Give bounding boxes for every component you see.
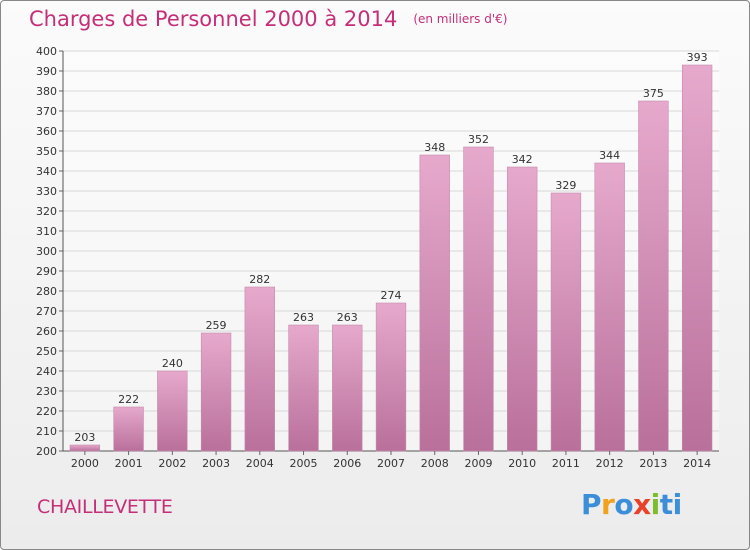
y-tick-label: 320 <box>36 205 57 218</box>
y-tick-label: 270 <box>36 305 57 318</box>
y-tick-label: 360 <box>36 125 57 138</box>
value-label-2013: 375 <box>643 87 664 100</box>
x-tick-label-2001: 2001 <box>115 457 143 470</box>
y-tick-label: 400 <box>36 45 57 58</box>
x-tick-label-2013: 2013 <box>639 457 667 470</box>
bar-2012 <box>594 162 625 452</box>
value-label-2014: 393 <box>687 51 708 64</box>
value-label-2003: 259 <box>206 319 227 332</box>
bar-2013 <box>638 100 669 452</box>
y-tick-label: 260 <box>36 325 57 338</box>
bar-2010 <box>507 166 538 452</box>
value-label-2002: 240 <box>162 357 183 370</box>
y-tick-label: 240 <box>36 365 57 378</box>
y-tick-label: 200 <box>36 445 57 458</box>
value-label-2000: 203 <box>74 431 95 444</box>
value-label-2005: 263 <box>293 311 314 324</box>
bar-2014 <box>681 64 713 452</box>
x-tick-label-2010: 2010 <box>508 457 536 470</box>
x-tick-label-2012: 2012 <box>596 457 624 470</box>
bar-2009 <box>463 146 494 452</box>
x-tick-label-2014: 2014 <box>683 457 711 470</box>
proxiti-logo: Proxiti <box>581 488 682 521</box>
bar-2006 <box>332 324 363 452</box>
value-label-2011: 329 <box>555 179 576 192</box>
x-tick-label-2003: 2003 <box>202 457 230 470</box>
value-label-2004: 282 <box>249 273 270 286</box>
x-tick-label-2009: 2009 <box>464 457 492 470</box>
y-tick-label: 230 <box>36 385 57 398</box>
x-tick-label-2008: 2008 <box>421 457 449 470</box>
y-tick-label: 310 <box>36 225 57 238</box>
y-tick-label: 370 <box>36 105 57 118</box>
bar-2005 <box>288 324 319 452</box>
value-label-2007: 274 <box>381 289 402 302</box>
bar-2002 <box>157 370 188 452</box>
value-label-2009: 352 <box>468 133 489 146</box>
x-tick-label-2007: 2007 <box>377 457 405 470</box>
y-tick-label: 210 <box>36 425 57 438</box>
y-tick-label: 390 <box>36 65 57 78</box>
bar-2003 <box>200 332 232 452</box>
x-tick-label-2004: 2004 <box>246 457 274 470</box>
chart-title-text: Charges de Personnel 2000 à 2014 <box>29 7 398 31</box>
value-label-2008: 348 <box>424 141 445 154</box>
bar-2008 <box>419 154 450 452</box>
bar-2000 <box>69 444 101 452</box>
y-tick-label: 350 <box>36 145 57 158</box>
value-label-2006: 263 <box>337 311 358 324</box>
x-tick-label-2006: 2006 <box>333 457 361 470</box>
bar-2011 <box>550 192 582 452</box>
y-tick-label: 300 <box>36 245 57 258</box>
y-tick-label: 220 <box>36 405 57 418</box>
value-label-2012: 344 <box>599 149 620 162</box>
y-tick-label: 340 <box>36 165 57 178</box>
bar-2007 <box>375 302 407 452</box>
y-tick-label: 250 <box>36 345 57 358</box>
bar-2004 <box>244 286 275 452</box>
y-tick-label: 330 <box>36 185 57 198</box>
y-tick-label: 290 <box>36 265 57 278</box>
x-tick-label-2011: 2011 <box>552 457 580 470</box>
value-label-2010: 342 <box>512 153 533 166</box>
chart-title-unit: (en milliers d'€) <box>413 12 508 26</box>
y-tick-label: 380 <box>36 85 57 98</box>
x-tick-label-2005: 2005 <box>290 457 318 470</box>
x-tick-label-2002: 2002 <box>158 457 186 470</box>
value-label-2001: 222 <box>118 393 139 406</box>
bar-2001 <box>113 406 144 452</box>
y-tick-label: 280 <box>36 285 57 298</box>
x-tick-label-2000: 2000 <box>71 457 99 470</box>
commune-name: CHAILLEVETTE <box>37 496 173 518</box>
chart-title: Charges de Personnel 2000 à 2014 (en mill… <box>29 7 507 31</box>
